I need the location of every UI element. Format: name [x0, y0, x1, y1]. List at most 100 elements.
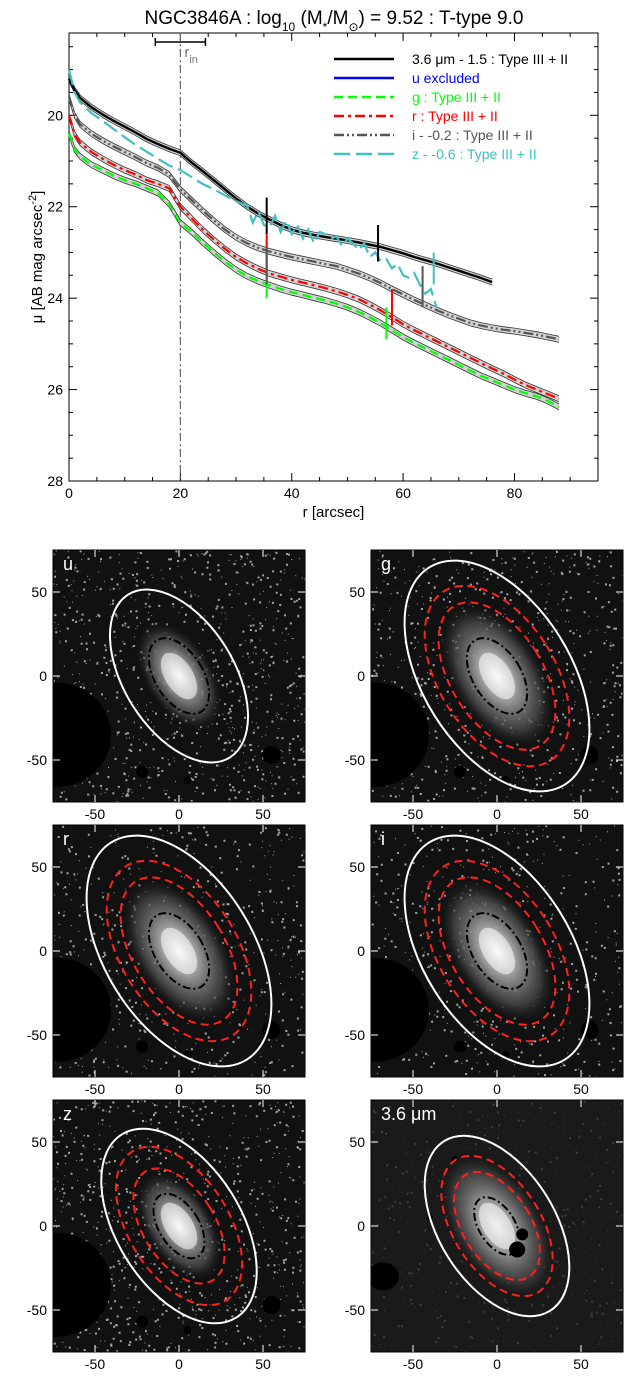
- panel-y-tick-label: -50: [27, 1302, 47, 1318]
- panel-y-tick-label: -50: [345, 1302, 365, 1318]
- panel-y-tick-label: -50: [345, 1027, 365, 1043]
- panel-y-tick-label: 50: [349, 584, 365, 600]
- x-tick-label: 0: [65, 485, 73, 501]
- galaxy-core: [160, 652, 198, 700]
- inner-ellipse: [147, 912, 211, 990]
- masked-star: [262, 1295, 281, 1314]
- panel-label: z: [63, 1104, 72, 1124]
- break-ellipse: [132, 1167, 226, 1285]
- panel-image: [53, 1100, 305, 1352]
- panel-y-tick-label: 0: [39, 943, 47, 959]
- panel-x-tick-label: -50: [403, 1081, 423, 1097]
- panel-y-tick-label: 0: [357, 943, 365, 959]
- panel-x-tick-label: 50: [255, 1081, 271, 1097]
- model-line-i: [68, 93, 560, 337]
- masked-star: [136, 1315, 149, 1328]
- masked-star: [454, 765, 467, 778]
- legend-entry: u excluded: [412, 70, 480, 86]
- masked-star: [91, 1022, 99, 1031]
- panel-y-tick-label: -50: [27, 752, 47, 768]
- legend-entry: z - -0.6 : Type III + II: [412, 146, 537, 162]
- galaxy-core: [478, 652, 516, 700]
- masked-star: [136, 765, 149, 778]
- panel-y-tick-label: 0: [39, 668, 47, 684]
- model-line-3.6 μm: [68, 81, 493, 286]
- outer-ellipse: [403, 834, 591, 1068]
- panel-y-tick-label: 0: [357, 668, 365, 684]
- x-tick-label: 40: [284, 485, 300, 501]
- panel-x-tick-label: 50: [573, 1081, 589, 1097]
- y-tick-label: 28: [47, 473, 63, 489]
- r-in-label-subscript: in: [189, 54, 198, 66]
- series-line-g: [67, 133, 560, 408]
- title-part: (M: [295, 8, 322, 29]
- break-ellipse: [440, 1154, 554, 1298]
- panel-label: u: [63, 554, 73, 574]
- panel-label: g: [381, 554, 391, 574]
- masked-star: [183, 1326, 192, 1335]
- masked-star: [53, 957, 111, 1062]
- masked-star: [91, 1297, 99, 1306]
- masked-star: [183, 776, 192, 785]
- outer-ellipse: [403, 559, 591, 793]
- break-ellipse: [423, 584, 571, 768]
- image-panel-g: -50 0 50 50 0 -50 g: [345, 549, 624, 822]
- masked-star: [262, 745, 281, 764]
- panel-y-tick-label: -50: [345, 752, 365, 768]
- masked-star: [371, 957, 429, 1062]
- masked-star: [371, 1262, 399, 1291]
- model-line-r: [68, 112, 560, 397]
- panel-x-tick-label: 50: [573, 1356, 589, 1372]
- panel-x-tick-label: 0: [175, 806, 183, 822]
- panel-x-tick-label: 50: [255, 806, 271, 822]
- panel-y-tick-label: 50: [31, 859, 47, 875]
- masked-star: [136, 1040, 149, 1053]
- galaxy-core: [478, 1202, 516, 1250]
- legend-entry: 3.6 μm - 1.5 : Type III + II: [412, 51, 568, 67]
- title-subscript: *: [323, 20, 328, 34]
- plot-frame: [68, 32, 599, 482]
- title-part: NGC3846A : log: [145, 8, 282, 29]
- series-line-3.6-μm: [67, 78, 493, 284]
- model-line-i: [68, 99, 560, 343]
- panel-x-tick-label: 0: [493, 1081, 501, 1097]
- inner-ellipse: [152, 1192, 206, 1260]
- title-subscript: ⊙: [348, 20, 358, 34]
- break-ellipse: [453, 1171, 541, 1281]
- image-panel-i: -50 0 50 50 0 -50 i: [345, 824, 624, 1097]
- y-axis-title-part: μ [AB mag arcsec: [29, 204, 46, 323]
- y-tick-label: 26: [47, 382, 63, 398]
- panel-image: [371, 550, 623, 802]
- panel-x-tick-label: 0: [175, 1081, 183, 1097]
- legend-entry: g : Type III + II: [412, 89, 501, 105]
- masked-star: [409, 747, 417, 756]
- title-subscript: 10: [282, 20, 296, 34]
- r-in-label: rin: [184, 44, 198, 66]
- masked-star: [409, 1022, 417, 1031]
- y-axis-title-superscript: -2: [27, 195, 39, 205]
- y-tick-label: 20: [47, 107, 63, 123]
- galaxy-core: [160, 927, 198, 975]
- panel-image: [371, 825, 623, 1077]
- inner-ellipse: [147, 637, 211, 715]
- image-panel-u: -50 0 50 50 0 -50 u: [27, 549, 306, 822]
- x-axis-title: r [arcsec]: [303, 504, 365, 521]
- x-tick-label: 60: [395, 485, 411, 501]
- profile-plot: 0 20 40 60 80 20 22 24 26 28 r [arcsec] μ [AB mag a…: [27, 32, 599, 521]
- noise-speckle: [371, 825, 623, 1077]
- y-axis-title: μ [AB mag arcsec-2]: [27, 191, 46, 324]
- masked-star: [454, 1040, 467, 1053]
- galaxy-core: [160, 1202, 198, 1250]
- masked-star: [53, 1232, 111, 1337]
- masked-star: [53, 682, 111, 787]
- series-line-z: [67, 69, 438, 308]
- panel-label: r: [63, 829, 69, 849]
- outer-ellipse: [423, 1134, 571, 1318]
- break-ellipse: [105, 859, 253, 1043]
- series-line-i: [67, 96, 560, 341]
- inner-ellipse: [465, 912, 529, 990]
- panel-image: [371, 1100, 623, 1352]
- x-tick-label: 80: [507, 485, 523, 501]
